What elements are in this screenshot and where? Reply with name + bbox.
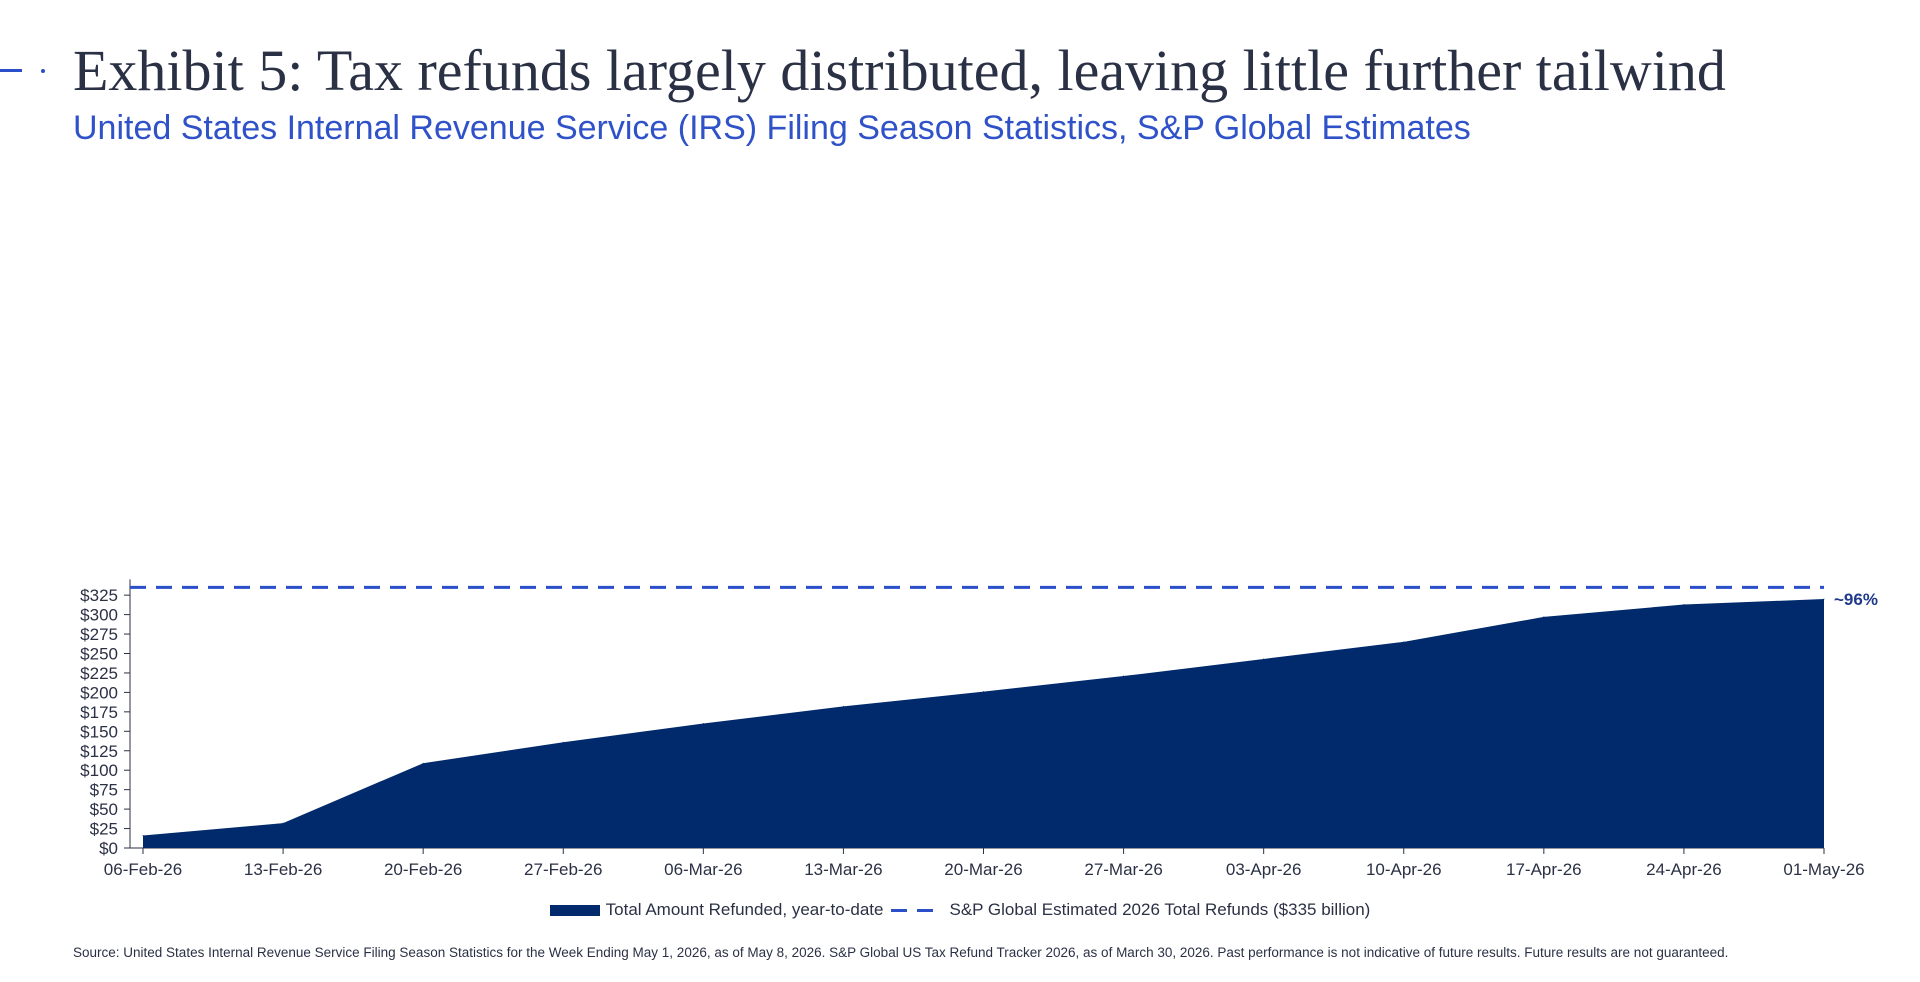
area-data-point [282, 822, 284, 824]
y-tick-label: $25 [90, 820, 118, 839]
x-tick-label: 06-Feb-26 [104, 860, 182, 879]
area-data-point [842, 705, 844, 707]
legend-label-refunded: Total Amount Refunded, year-to-date [605, 900, 884, 919]
x-tick-label: 06-Mar-26 [664, 860, 742, 879]
y-tick-label: $225 [80, 664, 118, 683]
x-tick-label: 17-Apr-26 [1506, 860, 1582, 879]
x-axis: 06-Feb-26 13-Feb-26 20-Feb-26 27-Feb-26 06-M… [104, 847, 1865, 879]
x-tick-label: 20-Mar-26 [944, 860, 1022, 879]
title-decoration-icon [0, 64, 46, 78]
area-data-point [562, 741, 564, 743]
y-axis: $0$25$50$75$100$125$150$175$200$225$250$… [80, 579, 131, 858]
area-data-point [1543, 616, 1545, 618]
plot-area: ~96% [130, 585, 1878, 848]
chart-area: $0 $25 $50 $75 $100 $125 $150 $175 $200 $225 $250 $… [0, 180, 1920, 900]
area-series-refunded [143, 599, 1824, 848]
area-data-point [1403, 641, 1405, 643]
area-data-point [422, 762, 424, 764]
callout-annotation: ~96% [1834, 590, 1878, 609]
x-tick-label: 10-Apr-26 [1366, 860, 1442, 879]
y-tick-label: $300 [80, 606, 118, 625]
area-data-point [983, 691, 984, 693]
x-tick-label: 24-Apr-26 [1646, 860, 1722, 879]
chart-subtitle: United States Internal Revenue Service (… [73, 109, 1471, 147]
y-tick-label: $200 [80, 683, 118, 702]
legend-area-swatch-icon [549, 904, 600, 916]
chart-legend: Total Amount Refunded, year-to-date S&P … [0, 898, 1920, 922]
y-tick-label: $150 [80, 722, 118, 741]
y-tick-label: $100 [80, 761, 118, 780]
y-tick-label: $275 [80, 625, 118, 644]
y-tick-label: $75 [90, 781, 118, 800]
area-data-point [1123, 675, 1125, 677]
area-data-point [1823, 598, 1825, 600]
y-tick-label: $175 [80, 703, 118, 722]
title-row: Exhibit 5: Tax refunds largely distribut… [0, 36, 1900, 106]
x-tick-label: 03-Apr-26 [1226, 860, 1302, 879]
area-data-point [1683, 603, 1685, 605]
area-data-point [1263, 658, 1265, 660]
y-tick-label: $325 [80, 586, 118, 605]
x-tick-label: 13-Mar-26 [804, 860, 882, 879]
legend-label-estimate: S&P Global Estimated 2026 Total Refunds … [949, 900, 1371, 919]
legend-dash-swatch-icon [891, 908, 942, 912]
y-tick-label: $250 [80, 645, 118, 664]
x-tick-label: 27-Feb-26 [524, 860, 602, 879]
area-data-point [142, 835, 144, 837]
x-tick-label: 01-May-26 [1783, 860, 1864, 879]
chart-title: Exhibit 5: Tax refunds largely distribut… [73, 38, 1726, 103]
area-data-point [702, 723, 704, 725]
y-tick-label: $0 [99, 839, 118, 858]
x-tick-label: 13-Feb-26 [244, 860, 322, 879]
legend-item-refunded: Total Amount Refunded, year-to-date [549, 900, 884, 920]
y-tick-label: $125 [80, 742, 118, 761]
x-tick-label: 27-Mar-26 [1084, 860, 1162, 879]
x-tick-label: 20-Feb-26 [384, 860, 462, 879]
source-note: Source: United States Internal Revenue S… [73, 945, 1729, 960]
y-tick-label: $50 [90, 800, 118, 819]
legend-item-estimate: S&P Global Estimated 2026 Total Refunds … [891, 900, 1370, 920]
refunds-area-chart: $0$25$50$75$100$125$150$175$200$225$250$… [80, 579, 1878, 879]
